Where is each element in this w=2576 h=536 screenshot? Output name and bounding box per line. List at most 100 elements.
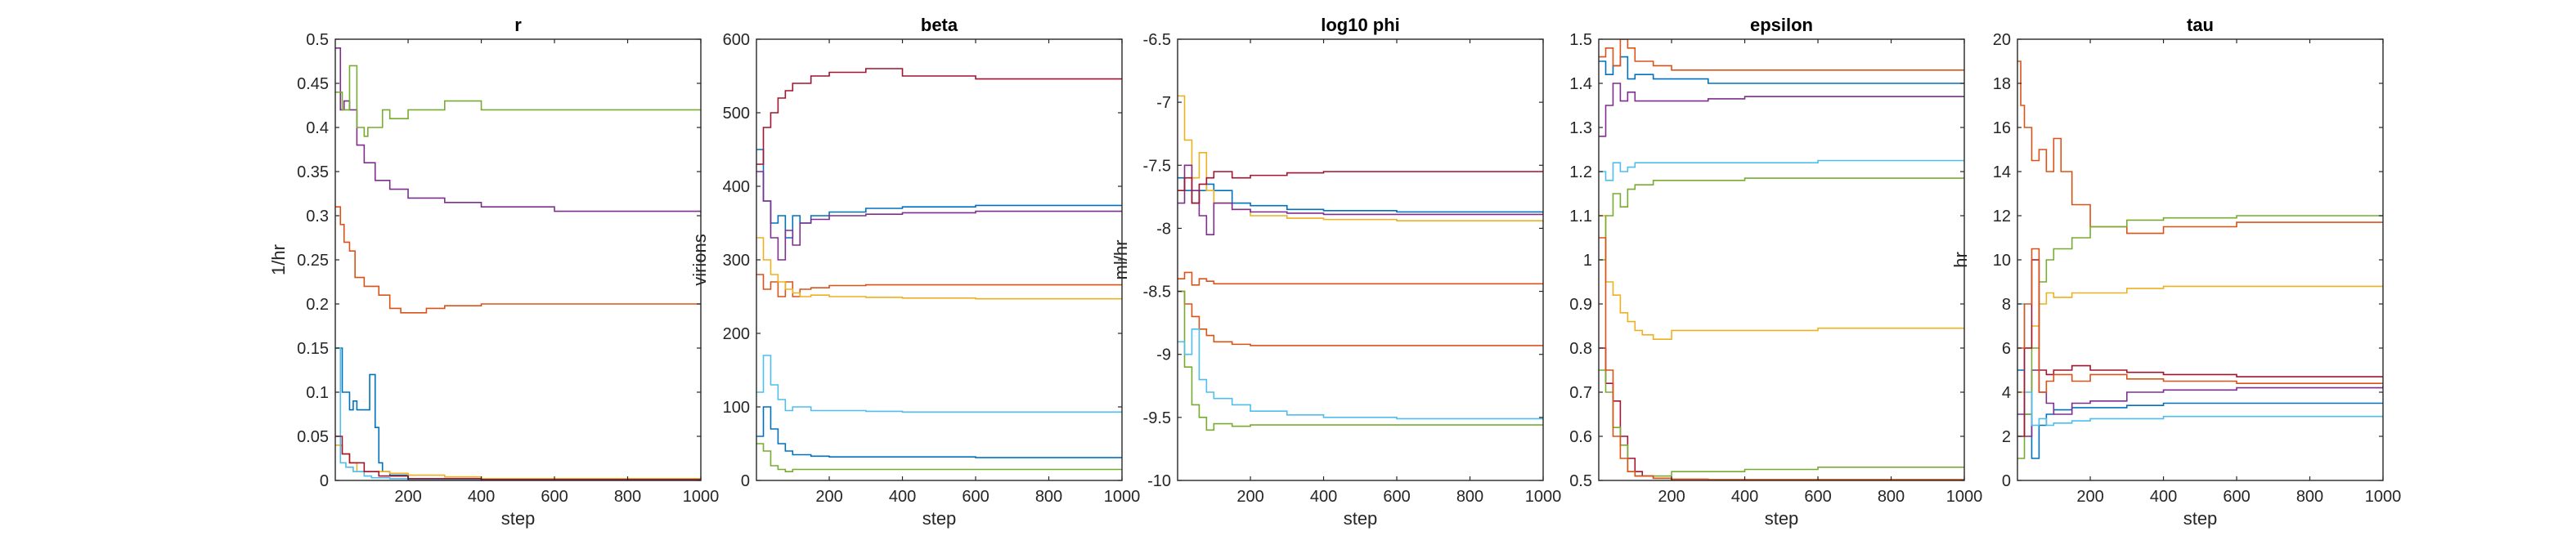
series-line-0 [335, 347, 701, 480]
y-tick-label: 0.3 [306, 208, 329, 226]
x-tick-label: 400 [468, 488, 495, 506]
x-axis-label: step [1765, 508, 1799, 529]
series-line-2 [1599, 215, 1964, 340]
series-line-6 [1178, 171, 1543, 204]
y-tick-label: 18 [1993, 75, 2011, 93]
y-tick-label: 0.15 [297, 340, 329, 358]
chart-title: log10 phi [1321, 15, 1400, 35]
series-line-3 [1599, 83, 1964, 137]
y-tick-label: 20 [1993, 31, 2011, 49]
series-line-1 [2017, 60, 2383, 234]
x-tick-label: 1000 [1104, 488, 1141, 506]
x-axis-label: step [922, 508, 957, 529]
x-tick-label: 200 [815, 488, 842, 506]
y-tick-label: 1 [1583, 252, 1592, 270]
y-tick-label: 0 [2002, 472, 2011, 490]
y-tick-label: 0.7 [1569, 384, 1592, 402]
x-tick-label: 200 [394, 488, 421, 506]
x-tick-label: 600 [541, 488, 568, 506]
series-line-1 [1178, 290, 1543, 346]
series-line-0 [1599, 56, 1964, 84]
x-tick-label: 600 [962, 488, 989, 506]
y-tick-label: 1.3 [1569, 119, 1592, 137]
x-tick-label: 600 [2223, 488, 2250, 506]
axes-box [334, 38, 702, 481]
series-line-2 [756, 237, 1122, 300]
y-tick-label: 500 [723, 105, 750, 123]
y-tick-label: 300 [723, 252, 750, 270]
y-tick-label: -8 [1156, 220, 1171, 238]
y-tick-label: 0.35 [297, 163, 329, 181]
y-tick-label: 0.1 [306, 384, 329, 402]
axes-box [1177, 38, 1544, 481]
y-tick-label: -6.5 [1143, 31, 1171, 49]
y-tick-label: 100 [723, 399, 750, 417]
subplot-2: 200 400 600 800 1000 -10 -9.5 -9 -8.5 -8 -7.5 -7 -6.… [1111, 15, 1561, 529]
y-tick-label: 2 [2002, 428, 2011, 446]
series-line-5 [2017, 303, 2383, 427]
series-line-0 [756, 149, 1122, 239]
y-tick-label: 0.5 [306, 31, 329, 49]
series-line-1 [335, 206, 701, 314]
subplot-3: 200 400 600 800 1000 0.5 0.6 0.7 0.8 0.9 1 1.1 1.2 1.… [1569, 15, 1982, 529]
series-line-5 [335, 347, 701, 480]
series-line-7 [1178, 271, 1543, 286]
series-line-7 [1599, 369, 1964, 477]
series-line-4 [335, 65, 701, 137]
y-tick-label: -8.5 [1143, 284, 1171, 302]
y-axis-label: hr [1950, 252, 1971, 268]
y-axis-label: virions [689, 234, 710, 286]
x-tick-label: 1000 [683, 488, 720, 506]
y-tick-label: 1.1 [1569, 208, 1592, 226]
y-tick-label: 10 [1993, 252, 2011, 270]
x-tick-label: 1000 [1525, 488, 1562, 506]
subplot-0: 200 400 600 800 1000 0 0.05 0.1 0.15 0.2 0.25 0.3 0.… [268, 15, 719, 529]
series-line-5 [1178, 328, 1543, 420]
y-tick-label: 0.2 [306, 296, 329, 314]
series-line-3 [756, 171, 1122, 261]
x-tick-label: 800 [614, 488, 641, 506]
chart-title: r [514, 15, 522, 35]
series-line-1 [756, 274, 1122, 297]
series-line-6 [335, 436, 701, 480]
y-tick-label: 0.4 [306, 119, 329, 137]
series-line-3 [335, 47, 701, 213]
series-line-4 [756, 443, 1122, 472]
y-tick-label: 16 [1993, 119, 2011, 137]
x-tick-label: 600 [1804, 488, 1831, 506]
y-tick-label: 1.4 [1569, 75, 1592, 93]
x-tick-label: 1000 [1946, 488, 1983, 506]
y-tick-label: 14 [1993, 163, 2011, 181]
y-tick-label: 0.05 [297, 428, 329, 446]
y-tick-label: 4 [2002, 384, 2011, 402]
x-axis-label: step [501, 508, 536, 529]
series-line-5 [1599, 159, 1964, 181]
series-line-6 [756, 68, 1122, 165]
x-tick-label: 400 [1731, 488, 1758, 506]
y-axis-label: ml/hr [1111, 240, 1131, 280]
chart-title: beta [921, 15, 958, 35]
y-tick-label: -9 [1156, 346, 1171, 364]
chart-title: tau [2187, 15, 2214, 35]
subplot-1: 200 400 600 800 1000 0 100 200 300 400 500 600 beta s… [689, 15, 1140, 529]
x-tick-label: 800 [2296, 488, 2323, 506]
series-line-5 [756, 355, 1122, 413]
series-line-4 [1178, 290, 1543, 431]
series-line-8 [1599, 237, 1964, 480]
y-tick-label: -9.5 [1143, 409, 1171, 427]
y-tick-label: 1.2 [1569, 163, 1592, 181]
y-tick-label: 8 [2002, 296, 2011, 314]
series-line-7 [2017, 248, 2383, 393]
y-axis-label: 1/hr [268, 244, 289, 275]
chart-title: epsilon [1750, 15, 1813, 35]
x-axis-label: step [1344, 508, 1378, 529]
y-tick-label: 0 [741, 472, 750, 490]
y-tick-label: 12 [1993, 208, 2011, 226]
axes-box [1598, 38, 1965, 481]
series-line-3 [1178, 164, 1543, 235]
x-tick-label: 800 [1878, 488, 1905, 506]
subplot-4: 200 400 600 800 1000 0 2 4 6 8 10 12 14 16 18 20 tau step… [1950, 15, 2401, 529]
y-tick-label: 0 [320, 472, 329, 490]
